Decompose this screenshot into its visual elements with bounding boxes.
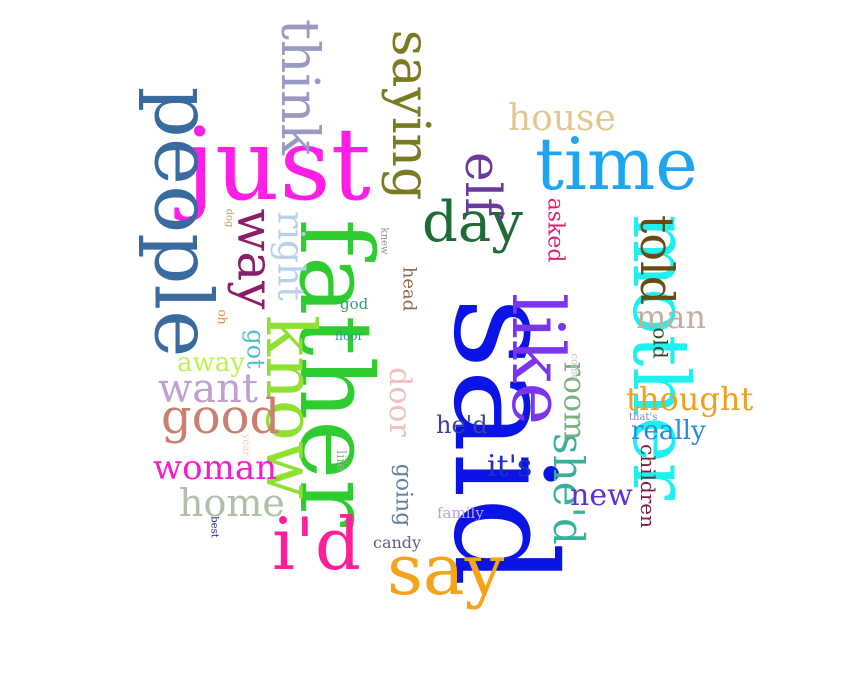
word-saying: saying [380, 29, 441, 201]
word-woman: woman [153, 448, 277, 488]
word-knew: knew [378, 227, 390, 255]
word-family: family [437, 504, 484, 522]
word-life: life [332, 450, 348, 471]
word-got: got [241, 329, 270, 369]
word-asked: asked [542, 197, 568, 263]
word-year: year [240, 433, 252, 457]
word-just: just [184, 106, 371, 223]
word-thought: thought [626, 380, 754, 418]
word-come: come [568, 353, 580, 381]
word-told: told [630, 214, 685, 306]
word-floor: floor [335, 329, 364, 343]
word-he-d: he'd [436, 411, 488, 439]
word-candy: candy [373, 533, 422, 552]
word-say: say [387, 529, 505, 611]
word-away: away [177, 348, 245, 378]
word-think: think [269, 18, 330, 156]
word-that-s: that's [629, 412, 658, 423]
word-god: god [340, 295, 369, 313]
word-home: home [179, 481, 285, 525]
word-children: children [635, 444, 660, 528]
word-right: right [269, 211, 311, 301]
word-good: good [161, 389, 281, 445]
word-i-d: i'd [272, 502, 361, 586]
word-elf: elf [454, 151, 513, 217]
word-old: old [648, 327, 673, 359]
word-time: time [535, 122, 698, 206]
word-day: day [422, 190, 523, 255]
word-door: door [381, 367, 417, 437]
word-new: new [570, 478, 633, 513]
word-dog: dog [223, 208, 235, 228]
word-really: really [631, 416, 706, 446]
word-best: best [208, 516, 220, 538]
word-oh: oh [215, 309, 230, 325]
word-head: head [398, 266, 420, 312]
word-want: want [158, 366, 258, 412]
word-people: people [136, 86, 230, 358]
word-it-s: it's [487, 449, 533, 484]
word-going: going [390, 463, 416, 527]
word-man: man [636, 298, 707, 336]
word-house: house [508, 98, 616, 139]
